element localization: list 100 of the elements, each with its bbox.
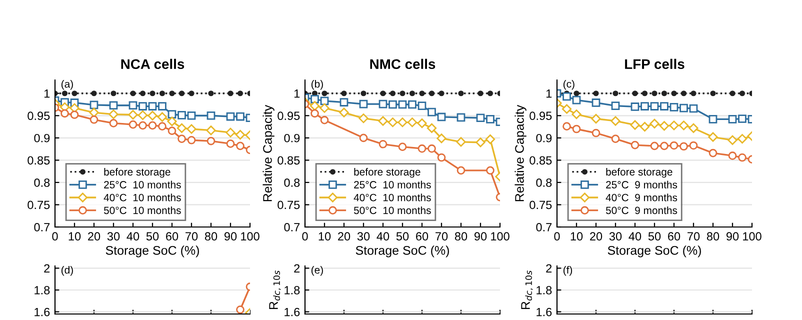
point — [485, 134, 496, 144]
point — [228, 90, 234, 96]
point — [320, 116, 329, 124]
x-tick-label: 30 — [609, 232, 622, 241]
y-tick-label: 1 — [546, 90, 552, 98]
y-tick-label: 1.8 — [284, 286, 300, 294]
y-tick-label: 0.85 — [278, 156, 300, 165]
point — [148, 110, 158, 120]
x-tick-label: 30 — [107, 232, 120, 241]
point — [109, 101, 118, 110]
point — [110, 90, 116, 96]
legend-label: 25°C 10 months — [354, 180, 431, 188]
point — [650, 142, 659, 150]
point — [226, 128, 236, 138]
point — [378, 100, 388, 108]
x-tick-label: 60 — [416, 232, 428, 241]
chart-title: NCA cells — [121, 58, 184, 70]
point — [437, 112, 446, 122]
point — [591, 114, 601, 124]
point — [562, 92, 571, 101]
point — [438, 90, 444, 96]
point — [176, 123, 187, 133]
point — [737, 134, 748, 144]
point — [660, 142, 668, 150]
point — [738, 153, 746, 162]
y-tick-label: 0.95 — [530, 112, 552, 120]
legend-label: 50°C 9 months — [606, 206, 678, 214]
point — [360, 90, 366, 96]
legend-label: before storage — [606, 168, 672, 178]
point — [378, 116, 388, 126]
point — [187, 136, 196, 144]
point — [476, 138, 486, 148]
point — [167, 116, 177, 126]
x-tick-label: 50 — [146, 232, 159, 241]
point — [630, 140, 640, 150]
point — [652, 90, 658, 96]
x-tick-label: 90 — [726, 232, 739, 241]
legend-label: before storage — [104, 168, 170, 178]
point — [661, 90, 668, 96]
point — [158, 102, 166, 110]
point — [108, 109, 118, 120]
x-tick-label: 70 — [436, 232, 448, 241]
x-tick-label: 0 — [52, 232, 58, 241]
point — [640, 102, 649, 110]
x-tick-label: 50 — [396, 232, 409, 241]
chart-title: LFP cells — [625, 58, 684, 70]
y-tick-label: 1.6 — [536, 308, 552, 316]
legend-label: 40°C 10 months — [104, 194, 181, 202]
x-tick-label: 80 — [706, 232, 720, 241]
point — [680, 90, 687, 96]
point — [640, 122, 650, 132]
point — [708, 115, 718, 124]
y-tick-label: 0.95 — [28, 112, 50, 120]
point — [437, 153, 446, 162]
point — [593, 90, 599, 96]
point — [320, 103, 330, 113]
y-tick-label: 1.8 — [34, 286, 50, 294]
point — [408, 100, 416, 109]
point — [562, 104, 572, 114]
point — [70, 103, 80, 113]
y-tick-label: 2 — [294, 264, 300, 272]
point — [612, 90, 618, 96]
point — [339, 108, 349, 118]
point — [689, 141, 698, 150]
point — [680, 104, 688, 112]
x-tick-label: 100 — [743, 232, 762, 241]
point — [690, 90, 696, 96]
point — [409, 90, 416, 96]
point — [574, 90, 580, 96]
point — [158, 122, 166, 130]
x-tick-label: 40 — [628, 232, 642, 241]
x-tick-label: 0 — [554, 232, 560, 241]
point — [680, 142, 688, 151]
point — [208, 90, 214, 96]
legend-label: before storage — [354, 168, 420, 178]
point — [91, 90, 97, 96]
x-axis-title: Storage SoC (%) — [106, 246, 199, 258]
point — [650, 102, 659, 110]
point — [130, 90, 136, 96]
point — [486, 166, 494, 175]
point — [428, 90, 435, 96]
x-tick-label: 50 — [648, 232, 661, 241]
point — [476, 114, 485, 122]
y-tick-label: 0.9 — [536, 134, 552, 142]
y-tick-label: 1 — [44, 90, 50, 98]
y-axis-title: R$_{dc,10s}$ — [521, 270, 533, 310]
point — [738, 114, 746, 123]
y-tick-label: 0.9 — [34, 134, 50, 142]
point — [642, 90, 648, 96]
annotation: (e) — [311, 266, 323, 276]
point — [610, 116, 620, 126]
point — [388, 100, 397, 109]
point — [632, 90, 638, 96]
y-tick-label: 1.6 — [34, 308, 50, 316]
y-tick-label: 0.8 — [284, 178, 300, 187]
y-tick-label: 0.85 — [28, 156, 50, 165]
point — [109, 119, 118, 128]
point — [456, 113, 466, 122]
point — [340, 98, 348, 106]
y-tick-label: 2 — [44, 264, 50, 272]
